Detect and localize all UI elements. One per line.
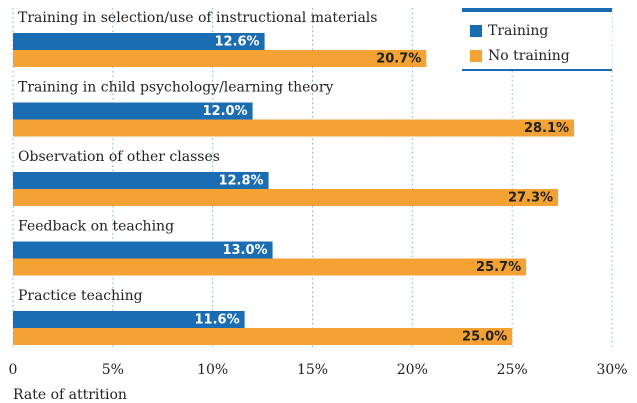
value-label: 12.0% bbox=[202, 104, 247, 119]
value-label: 20.7% bbox=[376, 52, 421, 67]
x-tick-label: 20% bbox=[397, 362, 428, 378]
value-label: 11.6% bbox=[195, 313, 240, 328]
bar bbox=[13, 328, 513, 345]
value-label: 12.8% bbox=[218, 174, 263, 189]
x-tick-label: 30% bbox=[596, 362, 627, 378]
category-label: Practice teaching bbox=[18, 288, 143, 304]
x-tick-label: 0 bbox=[9, 362, 18, 378]
legend-swatch bbox=[470, 50, 482, 62]
category-label: Feedback on teaching bbox=[18, 219, 174, 235]
bar bbox=[13, 50, 427, 67]
category-label: Training in child psychology/learning th… bbox=[18, 80, 334, 96]
bar bbox=[13, 172, 269, 189]
x-tick-label: 5% bbox=[102, 362, 124, 378]
category-label: Observation of other classes bbox=[18, 149, 220, 165]
bar bbox=[13, 241, 273, 259]
bar bbox=[13, 119, 575, 137]
bar bbox=[13, 311, 245, 328]
category-label: Training in selection/use of instruction… bbox=[18, 10, 377, 26]
value-label: 25.0% bbox=[462, 330, 507, 345]
value-label: 28.1% bbox=[524, 121, 569, 136]
value-label: 25.7% bbox=[476, 260, 521, 275]
value-label: 27.3% bbox=[508, 191, 553, 206]
legend-bottom-rule bbox=[462, 69, 612, 71]
bar bbox=[13, 102, 253, 120]
legend-label: No training bbox=[488, 48, 570, 64]
value-label: 12.6% bbox=[214, 35, 259, 50]
legend-box bbox=[462, 10, 612, 70]
bar bbox=[13, 189, 559, 206]
value-label: 13.0% bbox=[222, 243, 267, 258]
x-axis-label: Rate of attrition bbox=[13, 387, 127, 403]
bar bbox=[13, 258, 527, 276]
legend-swatch bbox=[470, 25, 482, 37]
legend-label: Training bbox=[488, 23, 548, 39]
bar bbox=[13, 33, 265, 50]
x-tick-label: 10% bbox=[197, 362, 228, 378]
x-tick-label: 25% bbox=[497, 362, 528, 378]
legend-top-rule bbox=[462, 8, 612, 12]
x-tick-label: 15% bbox=[297, 362, 328, 378]
